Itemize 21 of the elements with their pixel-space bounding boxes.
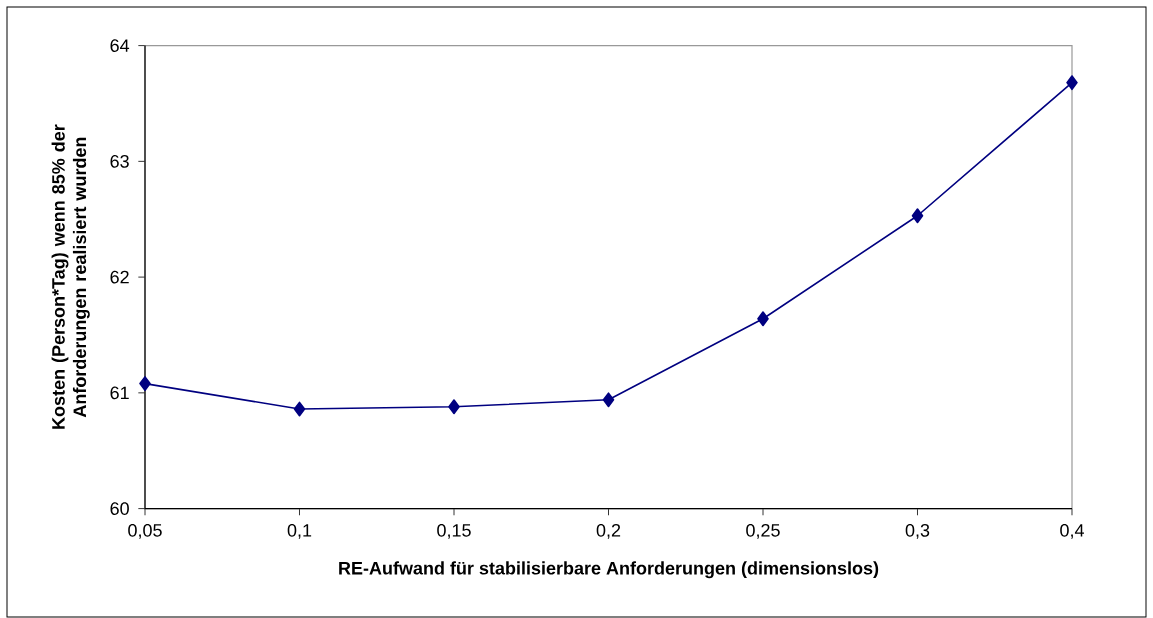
point: [602, 392, 615, 408]
x-tick-label: 0,1: [287, 523, 312, 539]
y-axis-title: Kosten (Person*Tag) wenn 85% der Anforderungen realisiert wurden: [51, 124, 90, 429]
x-tick-label: 0,2: [596, 523, 621, 539]
x-axis-title: RE-Aufwand für stabilisierbare Anforderungen (dimensionslos): [339, 561, 879, 579]
y-tick-label: 63: [110, 154, 129, 168]
point: [757, 311, 769, 327]
point: [1066, 75, 1078, 91]
point: [293, 401, 306, 417]
point: [139, 376, 151, 392]
y-tick-label: 62: [110, 270, 129, 284]
y-tick-label: 64: [110, 39, 130, 52]
point: [448, 399, 460, 415]
y-tick-label: 60: [110, 502, 129, 515]
x-tick-label: 0,05: [128, 523, 162, 539]
x-tick-label: 0,25: [746, 523, 780, 539]
y-tick-label: 61: [110, 386, 129, 400]
x-tick-label: 0,15: [437, 523, 471, 539]
point: [911, 208, 924, 224]
x-tick-label: 0,4: [1060, 523, 1084, 539]
x-tick-label: 0,3: [905, 523, 930, 539]
